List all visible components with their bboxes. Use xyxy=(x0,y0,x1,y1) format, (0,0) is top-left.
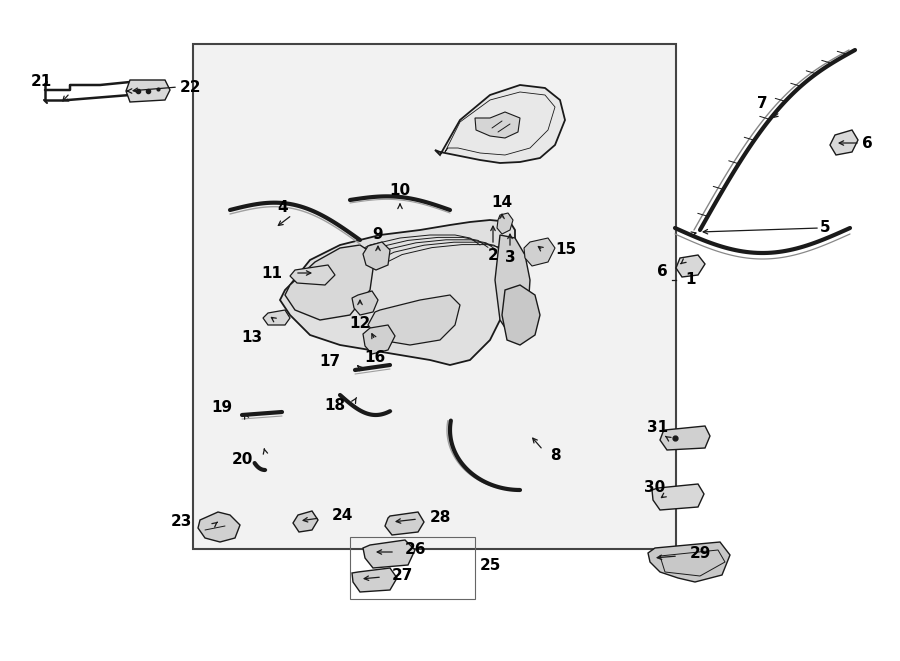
Text: 17: 17 xyxy=(319,354,340,369)
Text: 19: 19 xyxy=(211,401,232,416)
Polygon shape xyxy=(385,512,424,535)
Text: 27: 27 xyxy=(392,568,413,584)
Polygon shape xyxy=(290,265,335,285)
Polygon shape xyxy=(475,112,520,138)
Text: 22: 22 xyxy=(180,79,202,95)
Polygon shape xyxy=(495,235,530,335)
Text: 29: 29 xyxy=(690,547,711,561)
Text: 21: 21 xyxy=(31,75,52,89)
Text: 6: 6 xyxy=(862,136,873,151)
Text: 12: 12 xyxy=(349,316,371,331)
Polygon shape xyxy=(648,542,730,582)
Text: 7: 7 xyxy=(758,95,768,110)
Text: 18: 18 xyxy=(324,397,345,412)
Polygon shape xyxy=(502,285,540,345)
Text: 25: 25 xyxy=(480,559,501,574)
Text: 24: 24 xyxy=(332,508,354,524)
Text: 6: 6 xyxy=(657,264,668,280)
Text: 5: 5 xyxy=(820,221,831,235)
Text: 10: 10 xyxy=(390,183,410,198)
Text: 9: 9 xyxy=(373,227,383,242)
Polygon shape xyxy=(435,85,565,163)
Polygon shape xyxy=(352,568,397,592)
Text: 8: 8 xyxy=(550,447,561,463)
Bar xyxy=(350,537,475,599)
Polygon shape xyxy=(652,484,704,510)
Polygon shape xyxy=(263,310,290,325)
Text: 28: 28 xyxy=(430,510,452,524)
Text: 16: 16 xyxy=(364,350,385,365)
Bar xyxy=(193,44,676,549)
Polygon shape xyxy=(363,540,415,568)
Text: 2: 2 xyxy=(488,247,499,262)
Polygon shape xyxy=(676,255,705,277)
Text: 11: 11 xyxy=(261,266,282,280)
Text: 23: 23 xyxy=(171,514,192,529)
Text: 15: 15 xyxy=(555,243,576,258)
Text: 20: 20 xyxy=(231,453,253,467)
Polygon shape xyxy=(363,242,390,270)
Text: 1: 1 xyxy=(685,272,696,288)
Polygon shape xyxy=(285,245,375,320)
Polygon shape xyxy=(497,213,513,234)
Text: 26: 26 xyxy=(405,543,427,557)
Text: 14: 14 xyxy=(491,195,513,210)
Text: 4: 4 xyxy=(278,200,288,215)
Polygon shape xyxy=(126,80,170,102)
Polygon shape xyxy=(660,426,710,450)
Text: 30: 30 xyxy=(644,481,666,496)
Text: 31: 31 xyxy=(647,420,669,436)
Polygon shape xyxy=(198,512,240,542)
Polygon shape xyxy=(524,238,555,266)
Polygon shape xyxy=(368,295,460,345)
Polygon shape xyxy=(293,511,318,532)
Text: 13: 13 xyxy=(241,330,262,345)
Polygon shape xyxy=(280,220,515,365)
Polygon shape xyxy=(363,325,395,354)
Text: 3: 3 xyxy=(505,251,516,266)
Polygon shape xyxy=(352,291,378,315)
Polygon shape xyxy=(830,130,858,155)
